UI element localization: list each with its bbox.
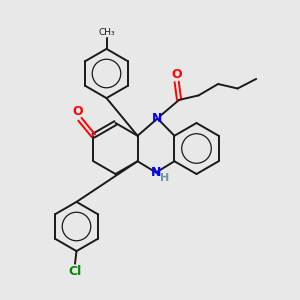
Text: O: O <box>72 105 83 118</box>
Text: N: N <box>152 112 163 125</box>
Text: H: H <box>160 173 169 183</box>
Text: CH₃: CH₃ <box>98 28 115 37</box>
Text: Cl: Cl <box>68 265 82 278</box>
Text: O: O <box>171 68 182 81</box>
Text: N: N <box>151 166 161 179</box>
